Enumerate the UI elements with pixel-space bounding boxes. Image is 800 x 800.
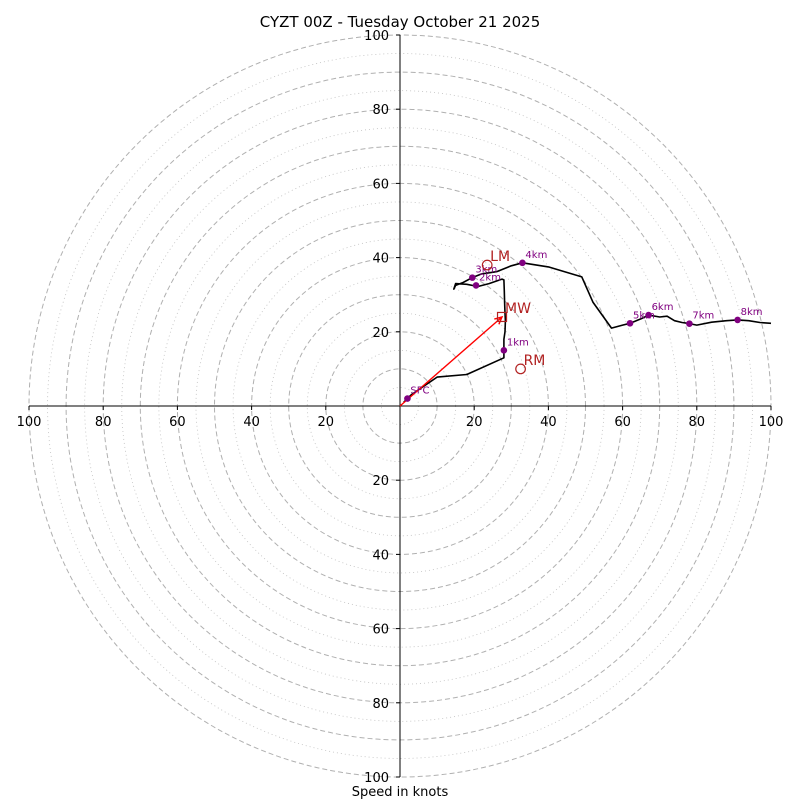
height-label-6km: 6km (652, 302, 674, 313)
y-tick-label: 20 (372, 326, 389, 341)
y-tick-label: 80 (372, 697, 389, 712)
height-marker-5km (626, 319, 634, 327)
y-ticks: 100 80 60 40 20 20 40 60 80 100 (364, 29, 400, 786)
height-label-5km: 5km (633, 310, 655, 321)
height-label-1km: 1km (507, 337, 529, 348)
height-marker-2km (472, 282, 480, 289)
x-tick-label: 80 (95, 415, 112, 430)
x-ticks: 100 80 60 40 20 20 40 60 80 100 (17, 406, 784, 430)
storm-marker-rm (515, 363, 526, 375)
x-axis-label: Speed in knots (352, 785, 449, 800)
hodograph-line (403, 261, 772, 403)
y-tick-label: 100 (364, 29, 389, 44)
y-tick-label: 40 (372, 548, 389, 563)
height-marker-8km (734, 316, 741, 324)
height-label-8km: 8km (741, 307, 763, 318)
storm-label-rm: RM (524, 353, 546, 369)
storm-label-mw: MW (505, 301, 531, 317)
height-label-7km: 7km (692, 311, 714, 322)
storm-marker-mw (496, 311, 508, 323)
storm-label-lm: LM (490, 249, 510, 265)
x-tick-label: 100 (17, 415, 42, 430)
height-label-sfc: SFC (410, 386, 429, 397)
y-tick-label: 60 (372, 623, 389, 638)
height-marker-7km (686, 320, 693, 327)
x-tick-label: 60 (614, 415, 631, 430)
x-tick-label: 40 (243, 415, 260, 430)
height-marker-1km (500, 347, 508, 354)
height-label-2km: 2km (479, 272, 501, 283)
x-tick-label: 100 (759, 415, 784, 430)
storm-motion-markers: LM MW RM (481, 249, 546, 375)
x-tick-label: 20 (466, 415, 483, 430)
x-tick-label: 80 (689, 415, 706, 430)
y-tick-label: 20 (372, 474, 389, 489)
height-marker-sfc (404, 395, 411, 402)
y-tick-label: 100 (364, 771, 389, 786)
height-label-4km: 4km (525, 250, 547, 261)
y-tick-label: 40 (372, 252, 389, 267)
y-tick-label: 80 (372, 103, 389, 118)
height-marker-3km (469, 274, 476, 281)
chart-title: CYZT 00Z - Tuesday October 21 2025 (260, 13, 541, 31)
x-tick-label: 60 (169, 415, 186, 430)
mean-wind-vector-line (399, 316, 503, 407)
storm-marker-lm (481, 259, 493, 271)
x-tick-label: 20 (318, 415, 335, 430)
height-marker-6km (645, 311, 652, 319)
x-tick-label: 40 (540, 415, 557, 430)
height-marker-4km (519, 259, 526, 267)
y-tick-label: 60 (372, 177, 389, 192)
data-series (399, 261, 772, 407)
